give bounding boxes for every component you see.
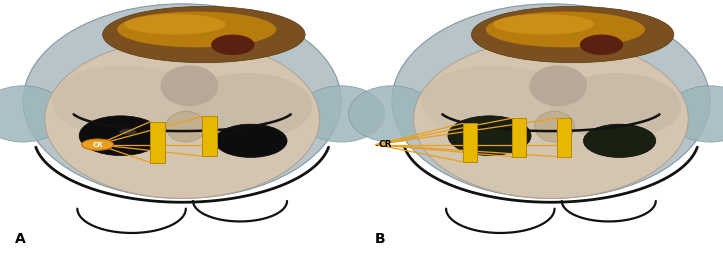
Ellipse shape	[414, 40, 688, 198]
Ellipse shape	[211, 35, 254, 55]
Ellipse shape	[348, 86, 435, 142]
Bar	[512, 118, 526, 157]
Text: A: A	[14, 232, 25, 246]
Ellipse shape	[103, 6, 305, 63]
Ellipse shape	[486, 12, 645, 47]
Ellipse shape	[448, 116, 531, 156]
Ellipse shape	[529, 65, 587, 106]
Ellipse shape	[23, 4, 341, 198]
Ellipse shape	[551, 73, 681, 140]
Ellipse shape	[583, 124, 656, 157]
Ellipse shape	[535, 111, 575, 142]
Ellipse shape	[298, 86, 385, 142]
Ellipse shape	[493, 14, 594, 35]
Bar	[557, 118, 571, 157]
Ellipse shape	[421, 65, 565, 137]
Ellipse shape	[52, 65, 197, 137]
Ellipse shape	[580, 35, 623, 55]
Ellipse shape	[215, 124, 287, 157]
Text: CR: CR	[378, 140, 392, 149]
Circle shape	[119, 129, 137, 135]
Ellipse shape	[392, 4, 710, 198]
Text: CR: CR	[93, 142, 103, 148]
Bar	[463, 123, 477, 162]
Ellipse shape	[161, 65, 218, 106]
Ellipse shape	[166, 111, 206, 142]
Circle shape	[82, 139, 114, 150]
Ellipse shape	[182, 73, 312, 140]
Ellipse shape	[471, 6, 674, 63]
Ellipse shape	[117, 12, 276, 47]
Ellipse shape	[0, 86, 67, 142]
Ellipse shape	[45, 40, 320, 198]
Ellipse shape	[667, 86, 723, 142]
Ellipse shape	[79, 116, 162, 156]
Ellipse shape	[124, 14, 226, 35]
Text: B: B	[375, 232, 385, 246]
Bar	[150, 122, 165, 163]
Bar	[202, 116, 217, 156]
